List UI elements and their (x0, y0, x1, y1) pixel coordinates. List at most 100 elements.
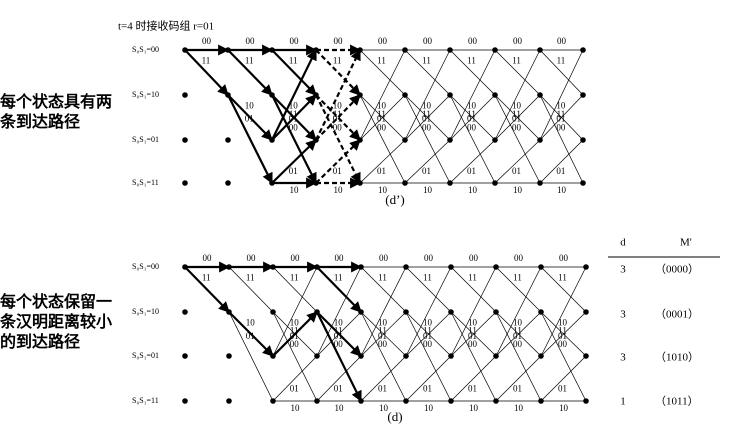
branch-label: 11 (289, 109, 298, 119)
state-label: S₀S₁=00 (132, 45, 159, 54)
branch-label: 11 (468, 273, 477, 283)
branch (494, 139, 541, 184)
branch (360, 266, 407, 313)
branch-label: 01 (289, 166, 298, 176)
branch-label: 11 (512, 109, 521, 119)
node (537, 137, 543, 143)
branch-label: 11 (289, 56, 298, 66)
branch-label: 00 (559, 253, 569, 263)
branch (449, 49, 496, 141)
branch (271, 94, 317, 141)
table-cell: （1010） (655, 351, 699, 364)
branch-label: 00 (556, 123, 566, 133)
node (537, 92, 543, 98)
node (313, 47, 319, 53)
branch-label: 01 (423, 384, 432, 394)
branch-label: 11 (422, 109, 431, 119)
branch (540, 266, 587, 357)
node (493, 398, 499, 404)
branch (271, 139, 317, 184)
branch (227, 94, 273, 184)
node (313, 137, 319, 143)
branch-label: 11 (423, 273, 432, 283)
branch (405, 355, 452, 402)
node (402, 92, 408, 98)
branch (184, 49, 229, 96)
branch (184, 266, 230, 313)
node (583, 353, 589, 359)
branch (272, 266, 318, 357)
branch-label: 10 (468, 185, 478, 195)
branch-label: 00 (202, 36, 212, 46)
node (269, 47, 275, 53)
branch-label: 00 (467, 123, 477, 133)
branch-label: 00 (289, 123, 299, 133)
branch-label: 10 (291, 403, 301, 413)
node (182, 92, 188, 98)
branch-label: 10 (246, 317, 256, 327)
node (313, 92, 319, 98)
branch (360, 355, 407, 402)
branch-label: 00 (558, 339, 568, 349)
node (357, 92, 363, 98)
node (447, 47, 453, 53)
branch (405, 311, 452, 402)
branch (315, 94, 361, 184)
branch (494, 49, 541, 96)
branch (271, 94, 317, 184)
node (580, 92, 586, 98)
branch (450, 355, 497, 402)
branch-label: 11 (468, 325, 477, 335)
node (492, 180, 498, 186)
branch (272, 355, 318, 402)
branch-label: 01 (468, 384, 477, 394)
node (358, 398, 364, 404)
branch-label: 01 (245, 113, 254, 123)
node (538, 353, 544, 359)
node (269, 137, 275, 143)
branch (405, 266, 452, 313)
branch (316, 355, 362, 402)
branch-label: 11 (333, 56, 342, 66)
branch-label: 10 (558, 317, 568, 327)
branch-label: 11 (423, 325, 432, 335)
branch-label: 00 (513, 339, 523, 349)
branch-label: 01 (333, 166, 342, 176)
branch (315, 94, 361, 141)
branch-label: 10 (333, 101, 343, 111)
branch-label: 01 (333, 113, 342, 123)
node (182, 353, 188, 359)
branch (316, 266, 362, 357)
node (448, 353, 454, 359)
node (448, 309, 454, 315)
branch-label: 10 (334, 317, 344, 327)
node (358, 264, 364, 270)
node (583, 264, 589, 270)
node (447, 137, 453, 143)
state-label: S₀S₁=10 (132, 90, 159, 99)
state-label: S₀S₁=01 (132, 135, 159, 144)
branch-label: 11 (290, 325, 299, 335)
node (492, 92, 498, 98)
node (580, 180, 586, 186)
node (269, 92, 275, 98)
caption: (d) (387, 409, 402, 424)
node (537, 180, 543, 186)
branch-label: 01 (558, 384, 567, 394)
branch (449, 49, 496, 96)
node (314, 398, 320, 404)
node (314, 309, 320, 315)
branch-label: 11 (202, 273, 211, 283)
branch-label: 10 (512, 101, 522, 111)
branch-label: 11 (334, 273, 343, 283)
node (270, 398, 276, 404)
node (448, 398, 454, 404)
branch-label: 01 (513, 331, 522, 341)
node (403, 264, 409, 270)
branch-label: 00 (423, 339, 433, 349)
branch (540, 266, 587, 313)
branch-label: 01 (334, 331, 343, 341)
node (358, 353, 364, 359)
branch (360, 266, 407, 357)
branch-label: 10 (245, 101, 255, 111)
